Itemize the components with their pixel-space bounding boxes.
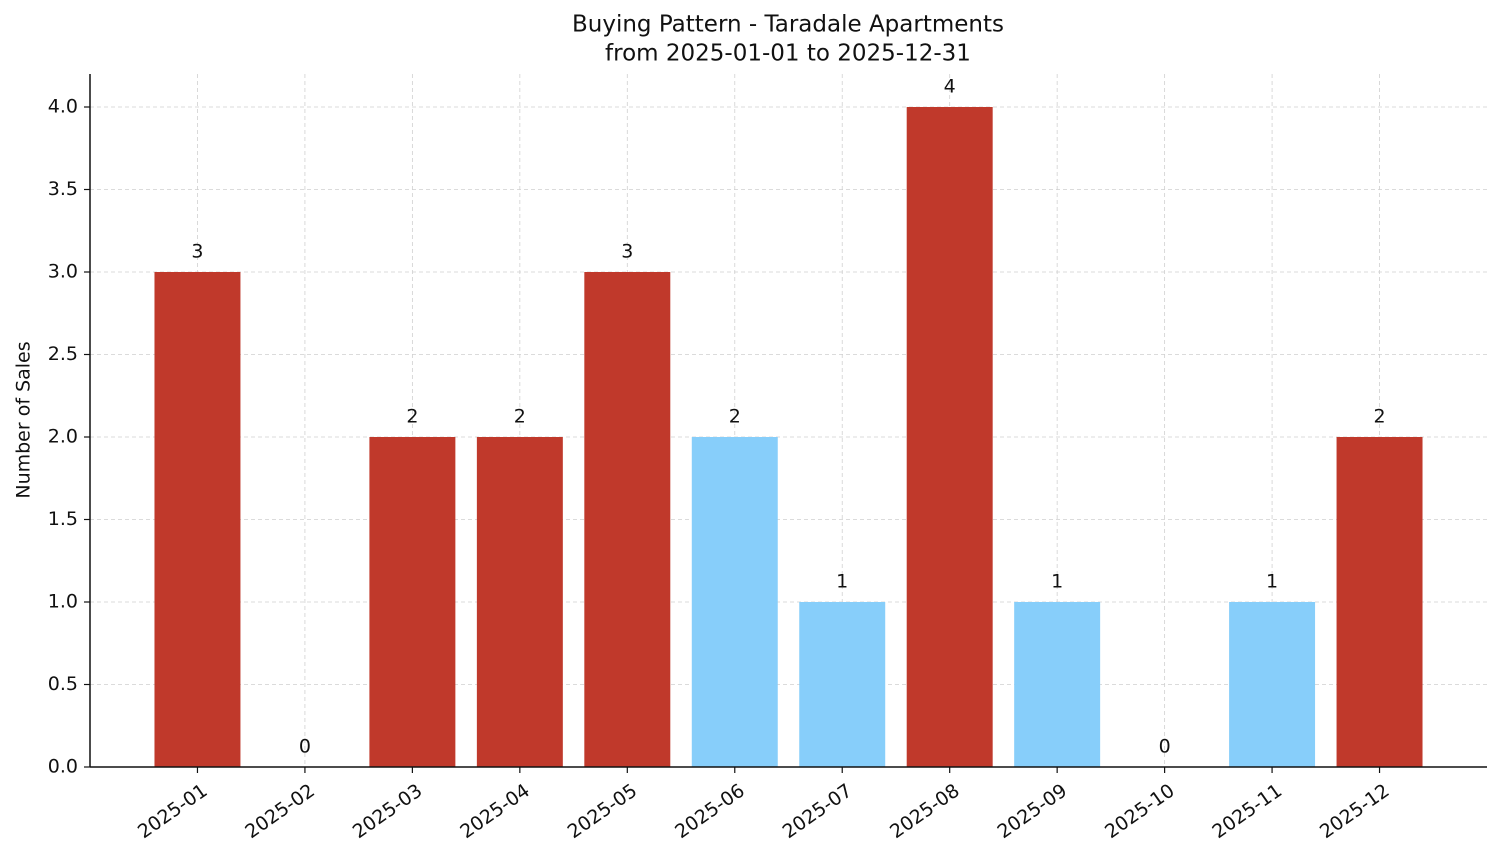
x-tick-label: 2025-02 — [241, 780, 319, 844]
chart-subtitle: from 2025-01-01 to 2025-12-31 — [605, 41, 971, 67]
y-tick-label: 1.0 — [48, 591, 78, 613]
value-label: 3 — [191, 241, 203, 263]
value-label: 1 — [1051, 571, 1063, 593]
value-label: 4 — [944, 76, 956, 98]
x-tick-label: 2025-12 — [1316, 780, 1394, 844]
x-tick-label: 2025-07 — [779, 780, 857, 844]
value-label: 1 — [1266, 571, 1278, 593]
value-label: 1 — [836, 571, 848, 593]
y-tick-label: 1.5 — [48, 508, 78, 530]
x-tick-label: 2025-09 — [994, 780, 1072, 844]
bar — [1336, 437, 1423, 767]
y-tick-label: 2.5 — [48, 343, 78, 365]
bars — [154, 107, 1423, 767]
y-tick-label: 2.0 — [48, 426, 78, 448]
y-tick-label: 0.0 — [48, 756, 78, 778]
x-tick-label: 2025-06 — [671, 780, 749, 844]
bar — [1229, 602, 1316, 767]
y-tick-label: 3.5 — [48, 178, 78, 200]
bar — [476, 437, 563, 767]
value-label: 3 — [621, 241, 633, 263]
y-tick-label: 3.0 — [48, 261, 78, 283]
bar — [691, 437, 778, 767]
bar — [584, 272, 671, 767]
value-label: 0 — [299, 736, 311, 758]
x-tick-label: 2025-04 — [456, 780, 534, 844]
x-tick-label: 2025-08 — [886, 780, 964, 844]
bar — [906, 107, 993, 767]
y-tick-label: 4.0 — [48, 96, 78, 118]
value-label: 2 — [729, 406, 741, 428]
x-tick-label: 2025-03 — [349, 780, 427, 844]
value-label: 2 — [406, 406, 418, 428]
y-axis-label: Number of Sales — [13, 341, 35, 498]
x-tick-label: 2025-01 — [134, 780, 212, 844]
value-label: 2 — [514, 406, 526, 428]
chart-title: Buying Pattern - Taradale Apartments — [572, 12, 1004, 38]
x-tick-label: 2025-05 — [564, 780, 642, 844]
value-label: 0 — [1159, 736, 1171, 758]
value-label: 2 — [1373, 406, 1385, 428]
y-tick-label: 0.5 — [48, 673, 78, 695]
bar — [154, 272, 241, 767]
bar — [369, 437, 456, 767]
bar — [1014, 602, 1101, 767]
x-tick-label: 2025-10 — [1101, 780, 1179, 844]
bar — [799, 602, 886, 767]
x-tick-label: 2025-11 — [1208, 780, 1286, 844]
